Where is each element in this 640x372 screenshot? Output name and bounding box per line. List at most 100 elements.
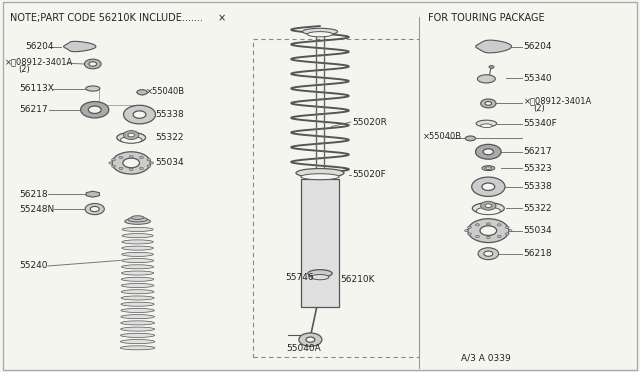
Text: ×55040B: ×55040B — [422, 132, 461, 141]
Circle shape — [485, 102, 492, 105]
Text: 55338: 55338 — [524, 182, 552, 191]
Circle shape — [481, 99, 496, 108]
Ellipse shape — [301, 174, 339, 180]
Ellipse shape — [122, 252, 154, 256]
Circle shape — [482, 183, 495, 190]
Circle shape — [486, 236, 490, 238]
Text: FOR TOURING PACKAGE: FOR TOURING PACKAGE — [428, 13, 544, 23]
Ellipse shape — [128, 217, 147, 222]
Circle shape — [88, 106, 101, 113]
Circle shape — [140, 167, 143, 170]
Circle shape — [111, 158, 115, 161]
Circle shape — [476, 144, 501, 159]
Polygon shape — [86, 191, 99, 197]
Circle shape — [128, 133, 134, 137]
Circle shape — [483, 149, 493, 155]
Ellipse shape — [481, 124, 492, 128]
Circle shape — [111, 165, 115, 167]
Circle shape — [480, 226, 497, 235]
Ellipse shape — [482, 166, 495, 170]
Text: 55322: 55322 — [155, 133, 184, 142]
Text: 55020F: 55020F — [352, 170, 386, 179]
Circle shape — [90, 206, 99, 212]
Text: (2): (2) — [18, 65, 29, 74]
Circle shape — [508, 230, 512, 232]
Ellipse shape — [121, 308, 154, 312]
Ellipse shape — [116, 132, 146, 143]
Ellipse shape — [302, 28, 338, 35]
Circle shape — [472, 177, 505, 196]
Circle shape — [478, 248, 499, 260]
Circle shape — [112, 152, 150, 174]
Ellipse shape — [125, 218, 150, 224]
Ellipse shape — [120, 346, 155, 350]
Ellipse shape — [131, 216, 144, 219]
Ellipse shape — [122, 240, 153, 244]
Circle shape — [109, 162, 113, 164]
Text: 55746: 55746 — [285, 273, 314, 282]
Text: A/3 A 0339: A/3 A 0339 — [461, 354, 511, 363]
Ellipse shape — [137, 90, 147, 95]
Ellipse shape — [472, 203, 504, 214]
Ellipse shape — [484, 167, 492, 169]
Circle shape — [476, 235, 479, 238]
Circle shape — [497, 224, 501, 226]
Text: 55338: 55338 — [155, 110, 184, 119]
Circle shape — [129, 168, 133, 170]
Ellipse shape — [122, 227, 153, 231]
Circle shape — [85, 203, 104, 215]
Text: NOTE;PART CODE 56210K INCLUDE.......: NOTE;PART CODE 56210K INCLUDE....... — [10, 13, 202, 23]
Ellipse shape — [121, 321, 154, 325]
Circle shape — [505, 226, 509, 228]
Ellipse shape — [311, 275, 329, 280]
Text: 56113X: 56113X — [19, 84, 54, 93]
Text: 56204: 56204 — [26, 42, 54, 51]
Text: ×ⓝ08912-3401A: ×ⓝ08912-3401A — [5, 57, 74, 66]
Ellipse shape — [476, 120, 497, 127]
Ellipse shape — [122, 283, 154, 288]
Circle shape — [476, 224, 479, 226]
Circle shape — [481, 201, 496, 210]
Circle shape — [119, 167, 123, 170]
Text: 55340F: 55340F — [524, 119, 557, 128]
Ellipse shape — [120, 137, 142, 143]
Text: 55034: 55034 — [524, 226, 552, 235]
Circle shape — [129, 155, 133, 158]
Polygon shape — [476, 40, 511, 53]
Polygon shape — [301, 179, 339, 307]
Circle shape — [505, 233, 509, 235]
FancyBboxPatch shape — [3, 2, 637, 370]
Circle shape — [133, 111, 146, 118]
Text: 56204: 56204 — [524, 42, 552, 51]
Text: 56218: 56218 — [19, 190, 48, 199]
Ellipse shape — [308, 270, 332, 277]
Circle shape — [468, 233, 472, 235]
Text: 55248N: 55248N — [19, 205, 54, 214]
Ellipse shape — [296, 169, 344, 177]
Circle shape — [484, 251, 493, 256]
Ellipse shape — [465, 136, 476, 141]
Circle shape — [119, 156, 123, 158]
Circle shape — [489, 65, 494, 68]
Circle shape — [306, 337, 315, 342]
Text: 56218: 56218 — [524, 249, 552, 258]
Circle shape — [299, 333, 322, 346]
Circle shape — [81, 102, 109, 118]
Circle shape — [123, 158, 140, 168]
Circle shape — [140, 156, 143, 158]
Ellipse shape — [121, 290, 154, 294]
Ellipse shape — [477, 75, 495, 83]
Circle shape — [147, 158, 151, 161]
Text: 55240: 55240 — [19, 262, 48, 270]
Bar — [253, 39, 419, 357]
Circle shape — [497, 235, 501, 238]
Circle shape — [124, 105, 156, 124]
Ellipse shape — [121, 302, 154, 306]
Text: (2): (2) — [533, 104, 545, 113]
Ellipse shape — [122, 259, 154, 263]
Ellipse shape — [120, 340, 155, 344]
Text: ×: × — [218, 13, 226, 23]
Text: 55323: 55323 — [524, 164, 552, 173]
Ellipse shape — [122, 246, 154, 250]
Text: 56217: 56217 — [19, 105, 48, 114]
